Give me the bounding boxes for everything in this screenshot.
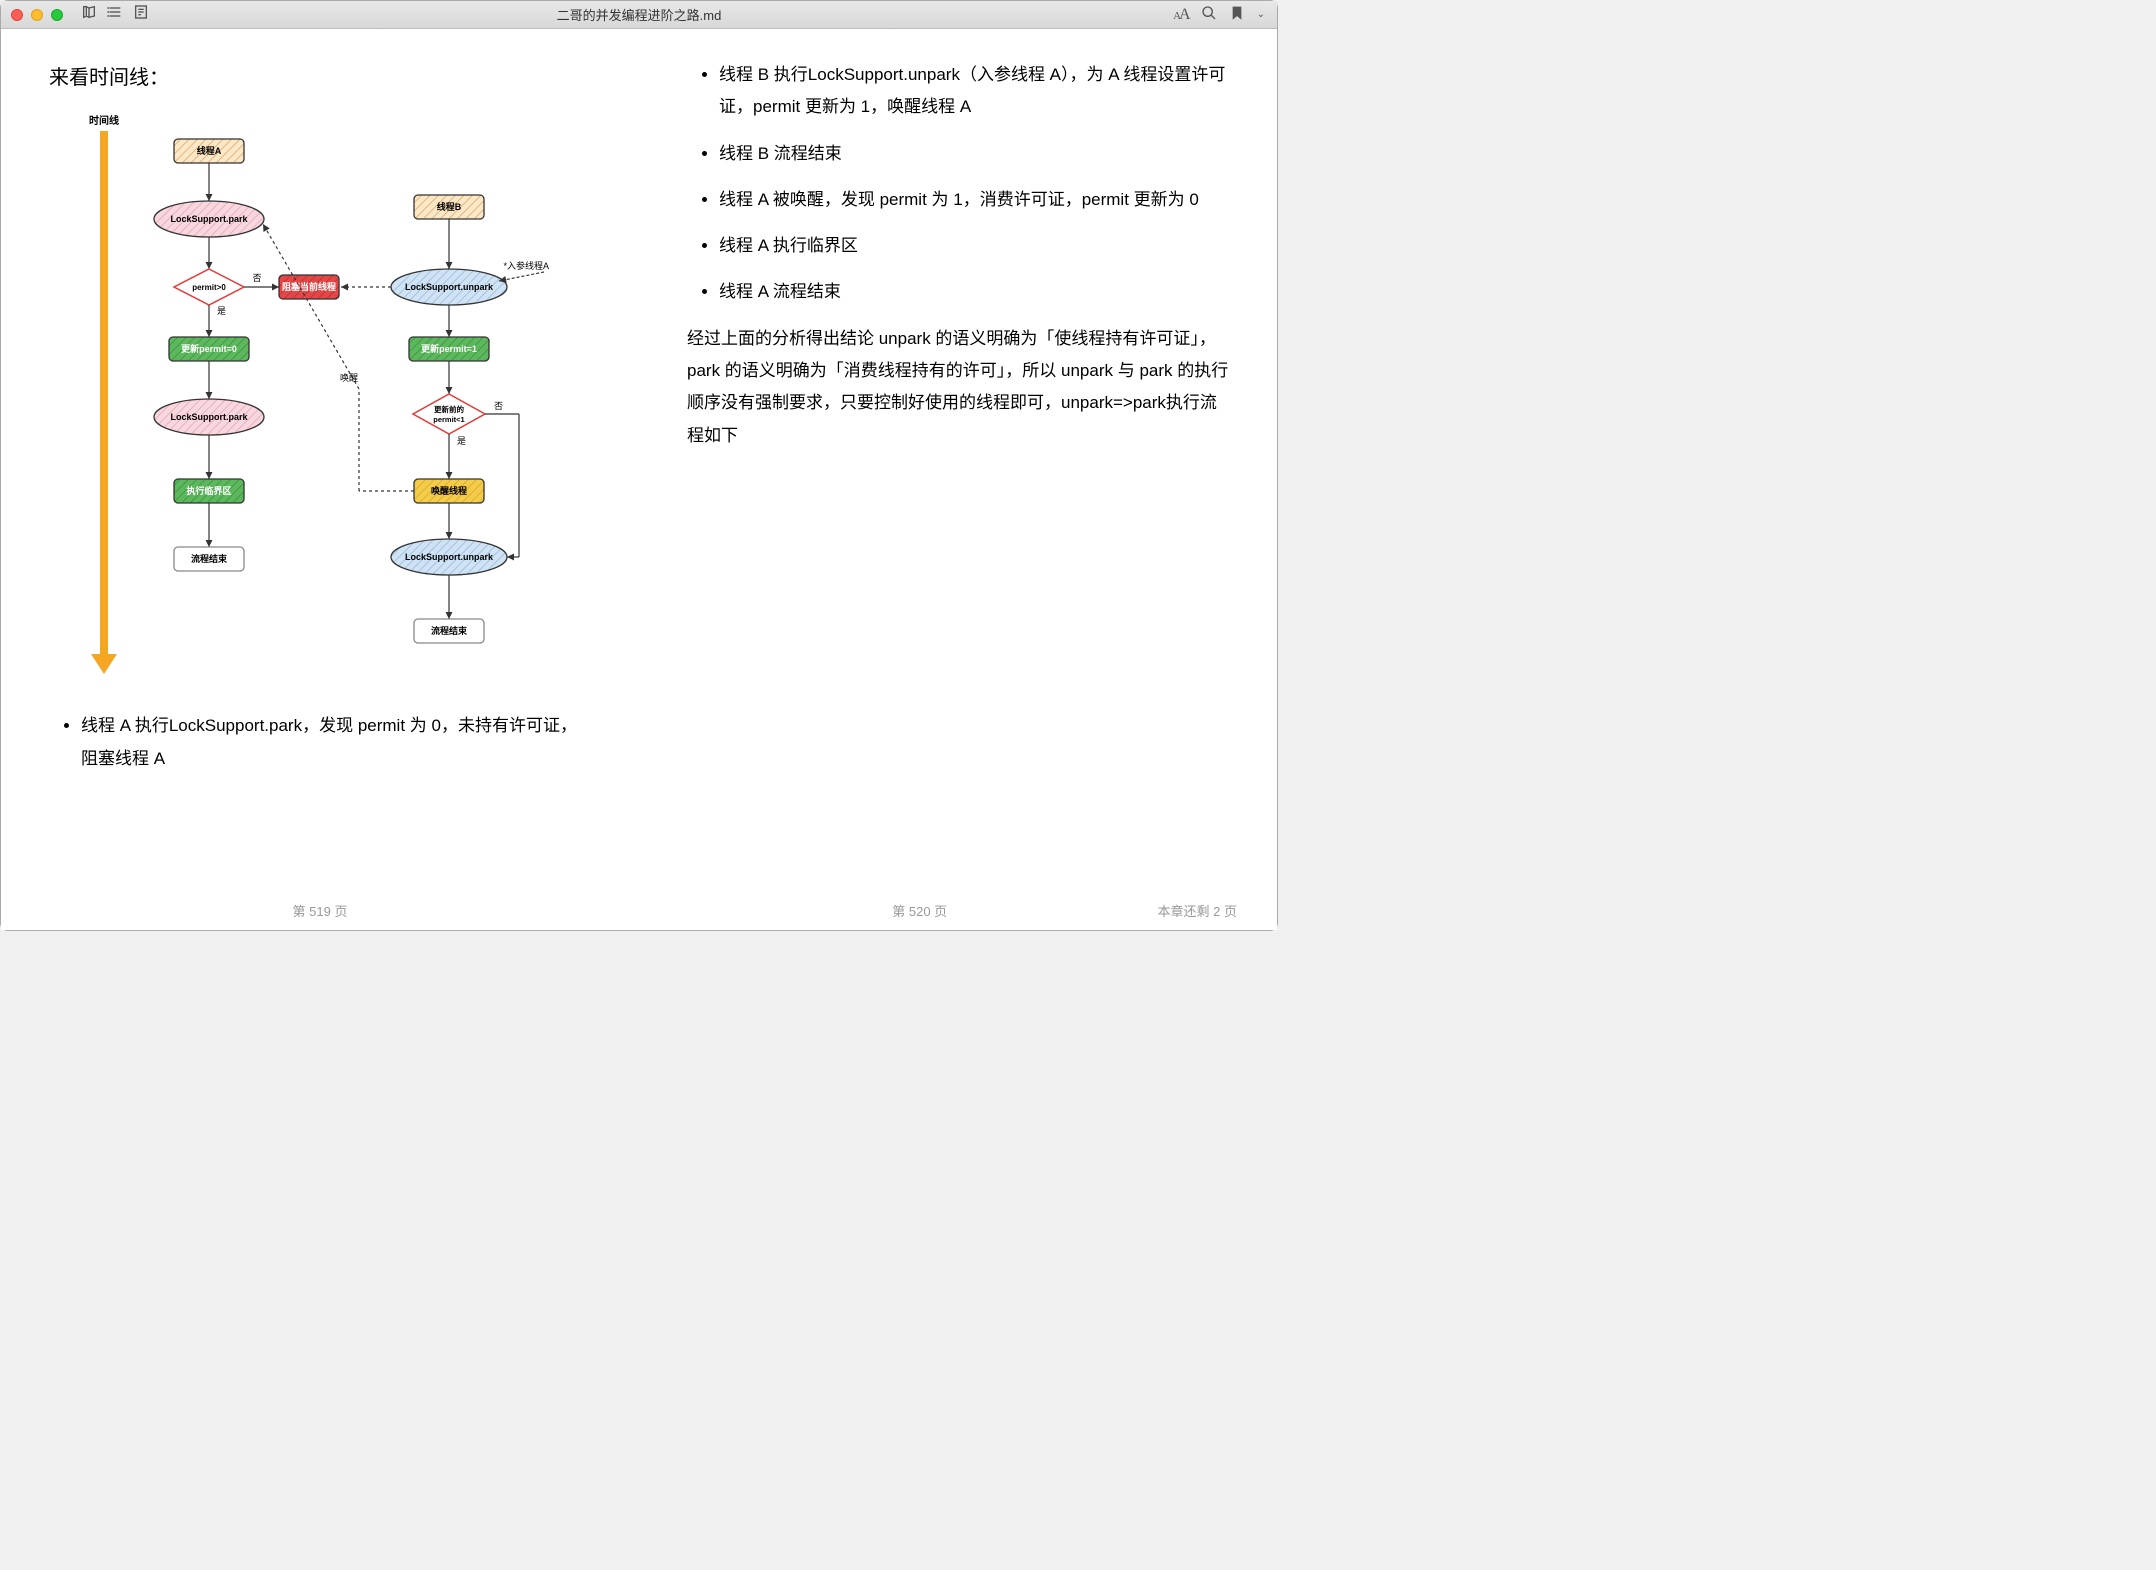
right-page: 线程 B 执行LockSupport.unpark（入参线程 A），为 A 线程… bbox=[639, 29, 1277, 890]
svg-text:唤醒: 唤醒 bbox=[340, 372, 358, 383]
list-item: 线程 B 流程结束 bbox=[719, 138, 1229, 170]
list-item: 线程 A 执行临界区 bbox=[719, 230, 1229, 262]
toc-icon[interactable] bbox=[107, 4, 123, 25]
left-page: 来看时间线： 时间线线程ALockSupport.parkpermit>0否阻塞… bbox=[1, 29, 639, 890]
svg-text:LockSupport.unpark: LockSupport.unpark bbox=[405, 282, 494, 292]
bullet-list: 线程 B 执行LockSupport.unpark（入参线程 A），为 A 线程… bbox=[687, 59, 1229, 309]
list-item: 线程 A 流程结束 bbox=[719, 276, 1229, 308]
list-item: 线程 A 被唤醒，发现 permit 为 1，消费许可证，permit 更新为 … bbox=[719, 184, 1229, 216]
bullet-list: 线程 A 执行LockSupport.park，发现 permit 为 0，未持… bbox=[49, 710, 591, 775]
svg-text:LockSupport.park: LockSupport.park bbox=[170, 412, 248, 422]
list-item: 线程 A 执行LockSupport.park，发现 permit 为 0，未持… bbox=[81, 710, 591, 775]
window-titlebar: 二哥的并发编程进阶之路.md AA ⌄ bbox=[1, 1, 1277, 29]
font-size-icon[interactable]: AA bbox=[1173, 6, 1189, 24]
close-window-button[interactable] bbox=[11, 9, 23, 21]
page-number-right: 第 520 页 bbox=[892, 901, 947, 920]
reader-content: 来看时间线： 时间线线程ALockSupport.parkpermit>0否阻塞… bbox=[1, 29, 1277, 890]
section-heading: 来看时间线： bbox=[49, 59, 591, 97]
svg-text:permit<1: permit<1 bbox=[433, 415, 464, 424]
svg-text:线程A: 线程A bbox=[197, 145, 222, 156]
timeline-diagram: 时间线线程ALockSupport.parkpermit>0否阻塞当前线程是更新… bbox=[49, 109, 591, 690]
conclusion-paragraph: 经过上面的分析得出结论 unpark 的语义明确为「使线程持有许可证」，park… bbox=[687, 323, 1229, 452]
list-item: 线程 B 执行LockSupport.unpark（入参线程 A），为 A 线程… bbox=[719, 59, 1229, 124]
chevron-down-icon[interactable]: ⌄ bbox=[1257, 9, 1265, 20]
svg-text:更新permit=1: 更新permit=1 bbox=[421, 343, 477, 354]
svg-text:时间线: 时间线 bbox=[89, 114, 119, 127]
svg-text:permit>0: permit>0 bbox=[192, 283, 226, 292]
svg-text:执行临界区: 执行临界区 bbox=[186, 485, 231, 496]
page-footer: 第 519 页 第 520 页 本章还剩 2 页 bbox=[1, 890, 1277, 930]
minimize-window-button[interactable] bbox=[31, 9, 43, 21]
svg-text:LockSupport.unpark: LockSupport.unpark bbox=[405, 552, 494, 562]
traffic-lights bbox=[11, 9, 63, 21]
svg-text:是: 是 bbox=[217, 306, 226, 316]
svg-text:*入参线程A: *入参线程A bbox=[503, 260, 549, 271]
maximize-window-button[interactable] bbox=[51, 9, 63, 21]
pages-remaining: 本章还剩 2 页 bbox=[1158, 901, 1237, 920]
bookmark-icon[interactable] bbox=[1229, 5, 1245, 25]
window-title: 二哥的并发编程进阶之路.md bbox=[557, 5, 722, 24]
svg-text:线程B: 线程B bbox=[437, 201, 462, 212]
svg-text:否: 否 bbox=[494, 401, 503, 411]
page-number-left: 第 519 页 bbox=[293, 901, 348, 920]
svg-text:流程结束: 流程结束 bbox=[431, 625, 468, 636]
library-icon[interactable] bbox=[81, 4, 97, 25]
svg-text:阻塞当前线程: 阻塞当前线程 bbox=[282, 281, 336, 292]
svg-text:是: 是 bbox=[457, 436, 466, 446]
svg-text:否: 否 bbox=[252, 273, 261, 283]
svg-text:LockSupport.park: LockSupport.park bbox=[170, 214, 248, 224]
svg-text:唤醒线程: 唤醒线程 bbox=[431, 485, 467, 496]
notes-icon[interactable] bbox=[133, 4, 149, 25]
svg-text:流程结束: 流程结束 bbox=[191, 553, 228, 564]
svg-text:更新permit=0: 更新permit=0 bbox=[181, 343, 237, 354]
svg-text:更新前的: 更新前的 bbox=[434, 404, 464, 414]
search-icon[interactable] bbox=[1201, 5, 1217, 25]
